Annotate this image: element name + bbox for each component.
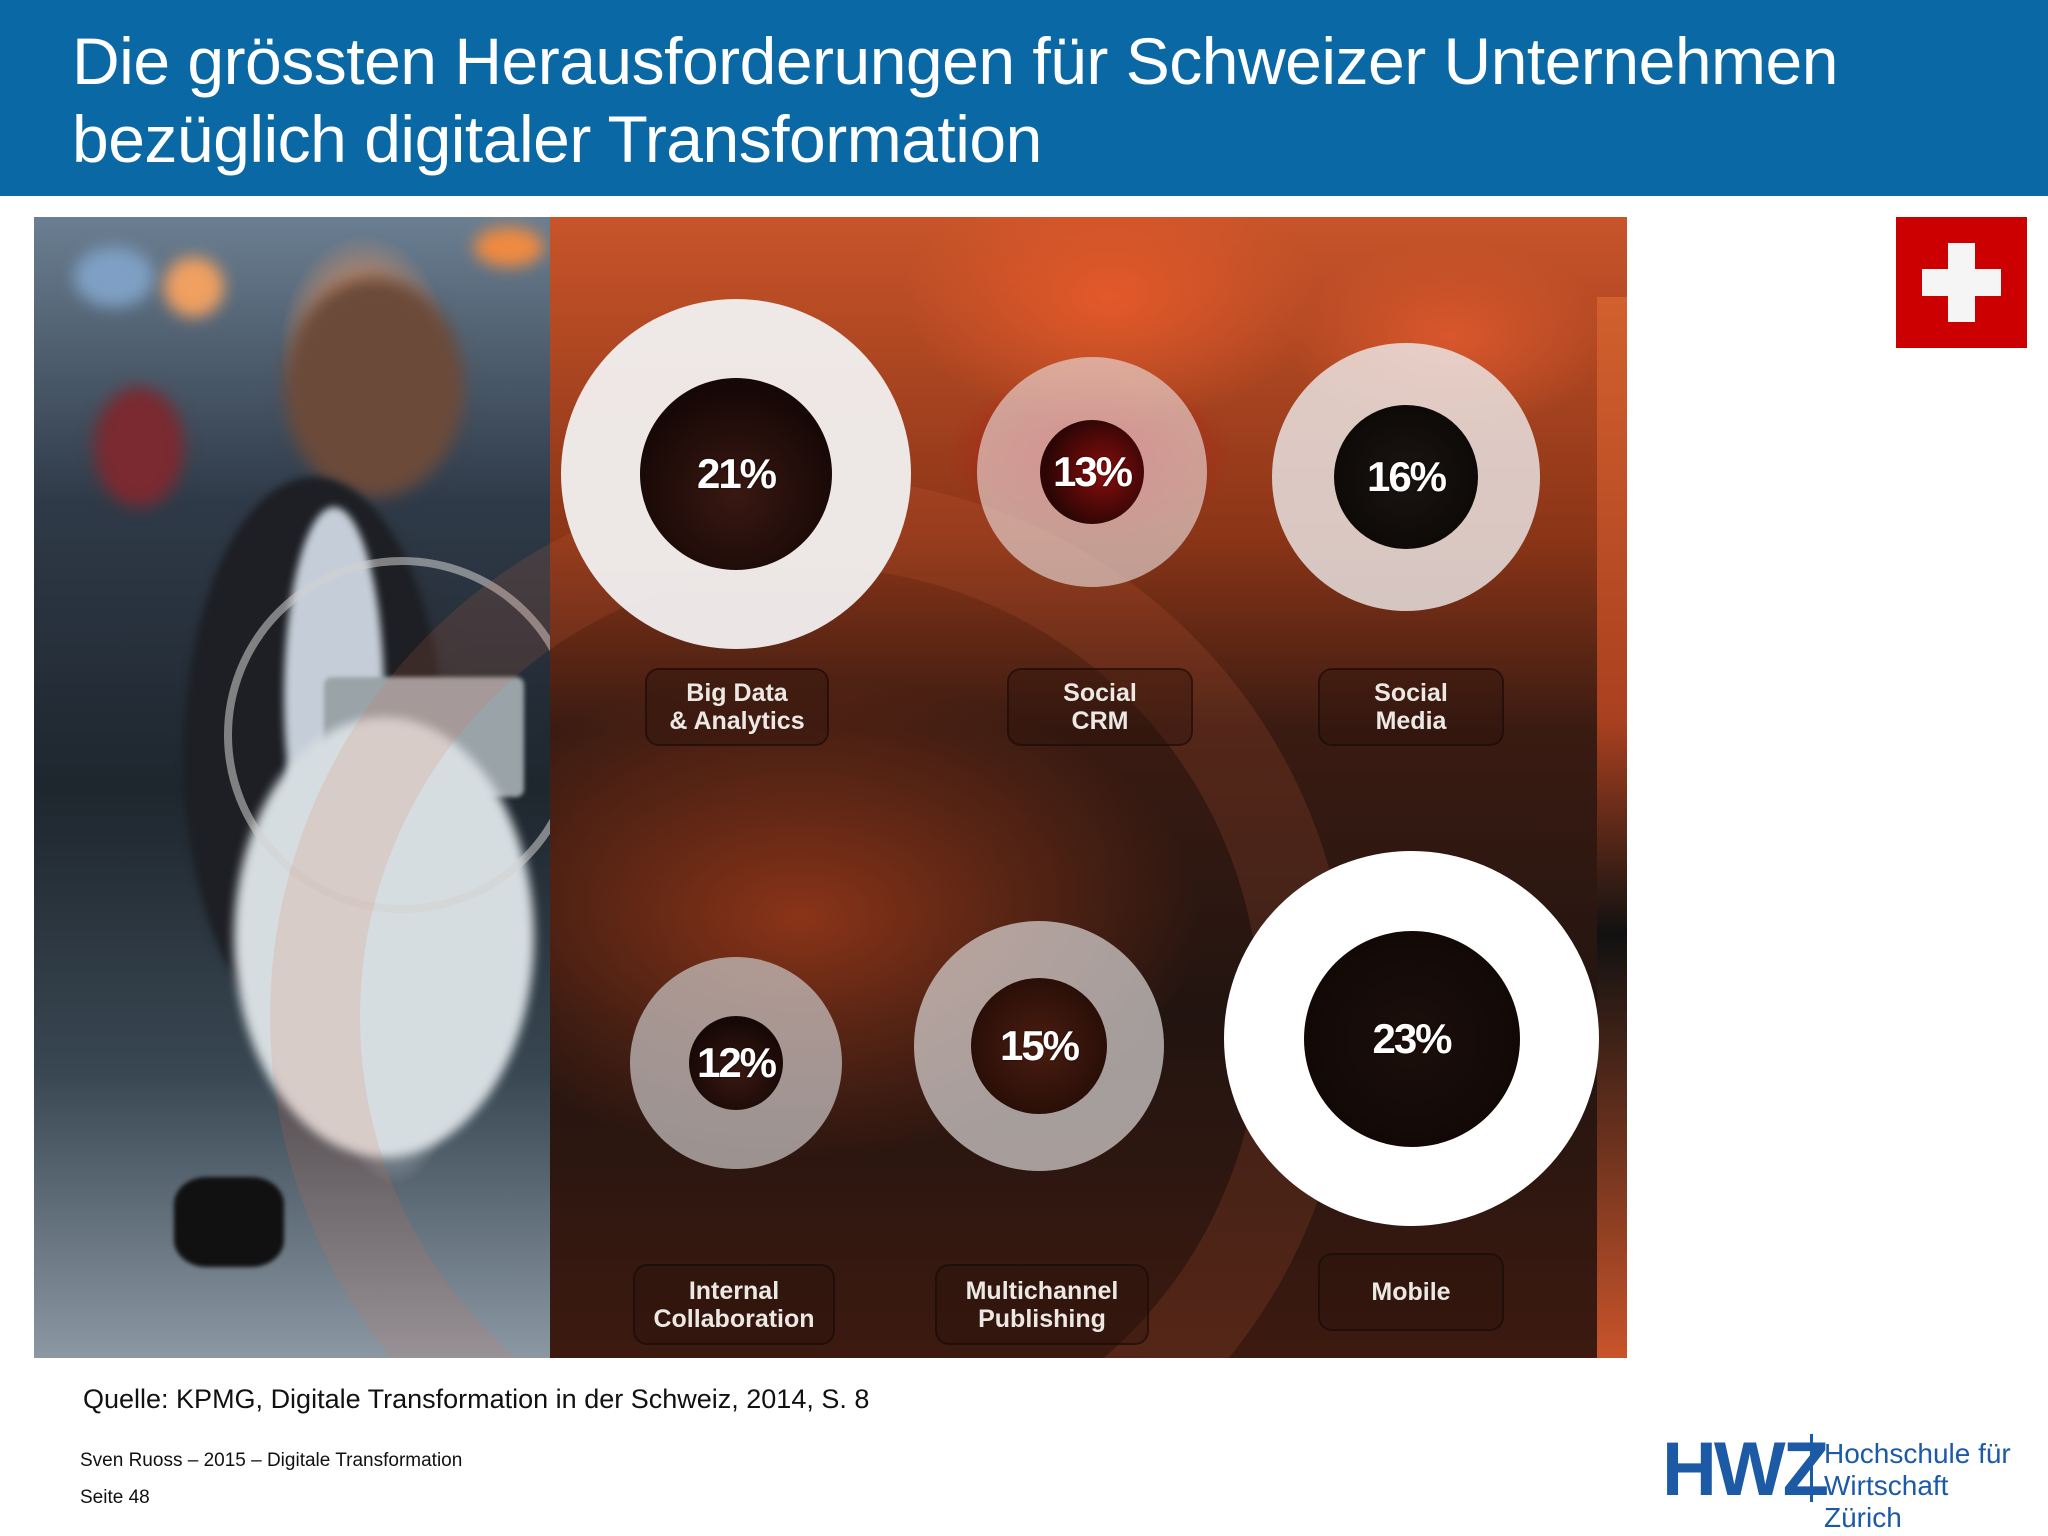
label-line-2: Media (1375, 707, 1447, 735)
logo-name-line-1: Hochschule für (1824, 1438, 2011, 1469)
source-citation: Quelle: KPMG, Digitale Transformation in… (83, 1384, 870, 1414)
label-line-2: Collaboration (653, 1304, 815, 1333)
donut-internal-collaboration: 12% (630, 957, 842, 1169)
logo-name-line-2: Wirtschaft Zürich (1824, 1470, 1949, 1533)
donut-multichannel-publishing: 15% (914, 921, 1164, 1171)
title-line-2: bezüglich digitaler Transformation (72, 102, 1042, 176)
bokeh-light (74, 247, 154, 307)
percentage-value: 12% (696, 1039, 777, 1086)
label-line-1: Social (1063, 679, 1137, 707)
percentage-value: 13% (1052, 448, 1133, 495)
label-line-2: Publishing (978, 1304, 1106, 1333)
label-internal-collaboration: Internal Collaboration (633, 1264, 835, 1345)
title-line-1: Die grössten Herausforderungen für Schwe… (72, 24, 1838, 98)
percentage-value: 15% (999, 1022, 1080, 1069)
donut-hole (1040, 420, 1144, 524)
donut-hole (1334, 405, 1478, 549)
label-line-1: Social (1374, 679, 1448, 707)
logo-name: Hochschule für Wirtschaft Zürich (1824, 1438, 2020, 1534)
bokeh-light (474, 227, 544, 267)
flag-cross-vertical (1948, 243, 1975, 322)
label-social-media: Social Media (1318, 668, 1504, 746)
logo-mark: HWZ (1662, 1427, 1829, 1512)
label-line-1: Mobile (1371, 1278, 1451, 1306)
slide-header: Die grössten Herausforderungen für Schwe… (0, 0, 2048, 196)
donut-hole (689, 1016, 783, 1110)
footer-author: Sven Ruoss – 2015 – Digitale Transformat… (80, 1450, 463, 1471)
percentage-value: 16% (1366, 453, 1447, 500)
logo-divider (1810, 1434, 1813, 1502)
donut-mobile: 23% (1224, 851, 1599, 1226)
label-line-2: CRM (1071, 707, 1129, 735)
label-line-1: Big Data (686, 679, 788, 707)
infographic-image: 21% Big Data & Analytics 13% Social CRM … (34, 217, 1627, 1358)
percentage-value: 23% (1372, 1014, 1452, 1062)
footer-page-number: Seite 48 (80, 1487, 150, 1508)
woman-head (284, 277, 464, 497)
hwz-logo: HWZ Hochschule für Wirtschaft Zürich (1660, 1427, 2020, 1534)
donut-hole (1303, 930, 1520, 1147)
label-big-data: Big Data & Analytics (645, 668, 829, 746)
label-line-1: Multichannel (965, 1276, 1119, 1305)
shoe (174, 1177, 284, 1267)
bokeh-light (94, 387, 184, 507)
donut-big-data: 21% (561, 299, 911, 649)
label-line-1: Internal (688, 1276, 780, 1305)
percentage-value: 21% (696, 450, 777, 497)
donut-hole (971, 978, 1107, 1114)
donut-hole (640, 378, 832, 570)
swiss-flag-icon (1896, 217, 2027, 348)
right-edge-strip (1597, 297, 1627, 1358)
label-social-crm: Social CRM (1007, 668, 1193, 746)
bokeh-light (164, 257, 224, 317)
label-line-2: & Analytics (669, 707, 805, 735)
donut-social-crm: 13% (977, 357, 1207, 587)
label-mobile: Mobile (1318, 1253, 1504, 1331)
donut-social-media: 16% (1272, 343, 1540, 611)
label-multichannel-publishing: Multichannel Publishing (935, 1264, 1149, 1345)
slide-title: Die grössten Herausforderungen für Schwe… (72, 22, 2032, 178)
